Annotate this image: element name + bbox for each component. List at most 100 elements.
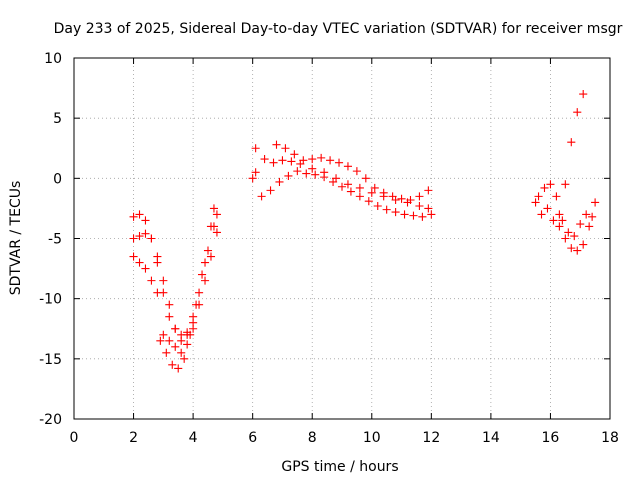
data-point: [400, 210, 409, 219]
data-point: [260, 155, 269, 164]
data-point: [564, 228, 573, 237]
y-tick-label: -10: [39, 292, 62, 308]
data-point: [171, 324, 180, 333]
data-point: [379, 188, 388, 197]
data-point: [165, 300, 174, 309]
data-point: [588, 212, 597, 221]
data-point: [281, 144, 290, 153]
data-point: [174, 364, 183, 373]
data-point: [153, 288, 162, 297]
y-tick-label: 5: [53, 111, 62, 127]
data-point: [352, 167, 361, 176]
data-point: [209, 204, 219, 213]
data-point: [141, 216, 150, 225]
data-point: [129, 252, 138, 261]
series-arc-11: [534, 180, 597, 241]
data-point: [355, 192, 364, 201]
data-point: [129, 212, 138, 221]
data-points: [129, 90, 600, 373]
data-point: [177, 348, 186, 357]
data-point: [591, 198, 600, 207]
x-tick-label: 0: [70, 430, 79, 446]
data-point: [424, 204, 433, 213]
data-point: [141, 264, 150, 273]
data-point: [251, 168, 260, 177]
data-point: [168, 360, 177, 369]
data-point: [534, 192, 543, 201]
data-point: [567, 138, 576, 147]
data-point: [546, 180, 555, 189]
y-tick-label: 0: [53, 171, 62, 187]
data-point: [159, 330, 168, 339]
y-tick-labels: -20 -15 -10 -5 0 5 10: [39, 51, 62, 428]
data-point: [275, 177, 284, 186]
data-point: [248, 174, 257, 183]
data-point: [177, 336, 186, 345]
data-point: [382, 205, 391, 214]
data-point: [415, 201, 424, 211]
data-point: [135, 210, 144, 219]
data-point: [308, 164, 317, 173]
data-point: [573, 246, 582, 255]
data-point: [337, 182, 347, 191]
data-point: [424, 186, 433, 195]
data-point: [329, 177, 338, 186]
x-tick-label: 4: [189, 430, 198, 446]
x-tick-label: 14: [482, 430, 500, 446]
data-point: [415, 192, 424, 201]
data-point: [195, 300, 204, 309]
data-point: [326, 156, 335, 165]
data-point: [299, 156, 308, 165]
data-point: [346, 187, 355, 196]
data-point: [391, 195, 400, 205]
x-tick-label: 16: [542, 430, 560, 446]
data-point: [567, 244, 576, 253]
data-point: [290, 150, 299, 159]
data-point: [311, 170, 320, 179]
data-point: [409, 211, 418, 220]
series-arc-10: [531, 198, 600, 255]
series-arc-9: [248, 168, 260, 183]
chart-title: Day 233 of 2025, Sidereal Day-to-day VTE…: [54, 21, 623, 37]
y-tick-label: -20: [39, 412, 62, 428]
data-point: [561, 180, 570, 189]
data-point: [308, 155, 317, 164]
data-point: [135, 258, 144, 267]
data-point: [343, 162, 353, 171]
series-arc-12: [555, 90, 588, 219]
data-point: [197, 270, 207, 279]
data-point: [373, 201, 382, 211]
data-point: [209, 222, 219, 231]
data-point: [540, 183, 549, 193]
x-tick-label: 12: [422, 430, 440, 446]
data-point: [212, 210, 221, 219]
series-arc-5: [159, 228, 221, 357]
data-point: [156, 336, 165, 345]
data-point: [320, 173, 329, 182]
data-point: [364, 197, 373, 206]
data-point: [334, 158, 344, 167]
data-point: [171, 342, 180, 351]
data-point: [331, 174, 341, 183]
data-point: [573, 108, 582, 117]
series-arc-7: [272, 140, 433, 205]
x-tick-label: 10: [363, 430, 381, 446]
data-point: [558, 216, 567, 225]
data-point: [159, 276, 168, 285]
data-point: [397, 194, 406, 203]
axis-ticks: [73, 57, 611, 420]
data-point: [296, 159, 305, 168]
data-point: [287, 157, 296, 166]
data-point: [284, 171, 293, 180]
data-point: [147, 276, 156, 285]
data-point: [141, 229, 150, 238]
data-point: [406, 195, 415, 205]
data-point: [135, 232, 144, 241]
x-tick-label: 18: [601, 430, 619, 446]
data-point: [165, 336, 174, 345]
data-point: [585, 222, 594, 231]
data-point: [302, 169, 311, 178]
y-tick-label: 10: [44, 51, 62, 67]
data-point: [180, 354, 189, 363]
